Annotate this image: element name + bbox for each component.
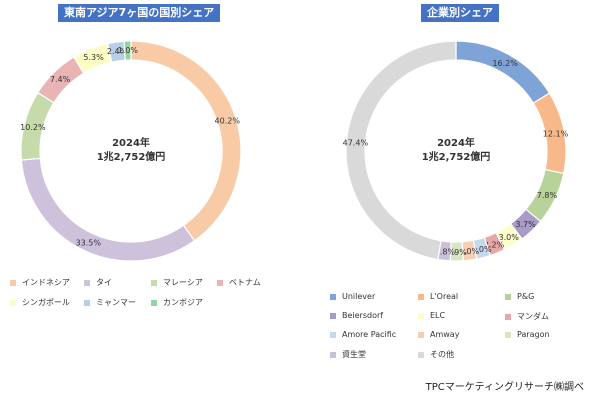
legend-swatch: [418, 351, 424, 358]
legend-swatch: [330, 312, 336, 319]
legend-item-1-item: 資生堂: [330, 349, 366, 360]
legend-label: Amway: [430, 330, 460, 339]
legend-swatch: [330, 351, 336, 358]
slice-label-1-8: 1.9%: [446, 248, 467, 257]
slice-label-0-4: 5.3%: [83, 53, 104, 62]
slice-label-1-4: 3.0%: [499, 233, 520, 242]
legend-swatch: [418, 331, 424, 338]
legend-item-0-item: シンガポール: [10, 297, 70, 308]
legend-item-0-item: タイ: [84, 277, 112, 288]
legend-swatch: [151, 279, 157, 286]
legend-item-0-item: インドネシア: [10, 277, 70, 288]
slice-label-0-3: 7.4%: [50, 75, 71, 84]
legend-item-1-paragon: Paragon: [505, 330, 550, 339]
legend-item-1-item: マンダム: [505, 311, 549, 322]
donut-chart-country: 40.2% 33.5% 10.2% 7.4% 5.3%2.4%1.0% 2024年1兆2,…: [20, 40, 242, 262]
legend-item-1-amore-pacific: Amore Pacific: [330, 330, 396, 339]
legend-label: シンガポール: [22, 298, 70, 307]
legend-swatch: [151, 299, 157, 306]
legend-label: マレーシア: [163, 278, 203, 287]
slice-label-0-1: 33.5%: [76, 239, 102, 248]
legend-swatch: [10, 279, 16, 286]
slice-label-1-2: 7.8%: [537, 191, 558, 200]
legend-swatch: [505, 331, 511, 338]
center-text-1-0: 2024年: [437, 136, 475, 149]
slice-label-1-9: 1.8%: [435, 247, 456, 256]
legend-item-1-unilever: Unilever: [330, 292, 375, 301]
legend-item-0-item: マレーシア: [151, 277, 203, 288]
legend-label: ベトナム: [229, 278, 261, 287]
legend-label: マンダム: [517, 312, 549, 321]
slice-label-0-0: 40.2%: [215, 116, 241, 125]
legend-swatch: [505, 293, 511, 300]
legend-swatch: [330, 293, 336, 300]
slice-1-10: [345, 40, 457, 261]
legend-label: 資生堂: [342, 350, 366, 359]
slice-label-0-2: 10.2%: [20, 123, 46, 132]
legend-swatch: [10, 299, 16, 306]
center-text-0-1: 1兆2,752億円: [97, 150, 166, 163]
legend-label: Amore Pacific: [342, 330, 397, 339]
slice-label-1-10: 47.4%: [343, 139, 369, 148]
legend-label: その他: [430, 350, 454, 359]
legend-label: インドネシア: [22, 278, 70, 287]
legend-label: Beiersdorf: [342, 311, 384, 320]
slice-label-1-1: 12.1%: [543, 129, 569, 138]
center-text-1-1: 1兆2,752億円: [422, 150, 491, 163]
slice-label-1-3: 3.7%: [515, 220, 536, 229]
legend-item-1-p-g: P&G: [505, 292, 534, 301]
slice-label-1-7: 2.0%: [459, 247, 480, 256]
legend-swatch: [418, 312, 424, 319]
donut-chart-company: 16.2%12.1%7.8%3.7%3.0%2.2%2.0%2.0%1.9%1.…: [343, 40, 569, 262]
slice-label-1-0: 16.2%: [492, 59, 518, 68]
legend-label: ELC: [430, 311, 446, 320]
legend-label: L'Oreal: [430, 292, 459, 301]
center-text-0-0: 2024年: [112, 136, 150, 149]
legend-label: カンボジア: [163, 298, 203, 307]
legend-label: P&G: [517, 292, 535, 301]
legend-item-1-elc: ELC: [418, 311, 445, 320]
legend-swatch: [217, 279, 223, 286]
legend-label: Unilever: [342, 292, 376, 301]
legend-item-1-amway: Amway: [418, 330, 459, 339]
slice-0-6: [123, 40, 132, 61]
chart-title-country: 東南アジア7ヶ国の国別シェア: [58, 4, 221, 22]
slice-label-1-6: 2.0%: [471, 245, 492, 254]
slice-label-0-6: 1.0%: [118, 46, 139, 55]
legend-item-1-item: その他: [418, 349, 454, 360]
legend-label: タイ: [96, 278, 112, 287]
legend-item-0-item: ミャンマー: [84, 297, 136, 308]
legend-item-1-l-oreal: L'Oreal: [418, 292, 458, 301]
legend-item-0-item: カンボジア: [151, 297, 203, 308]
legend-label: Paragon: [517, 330, 550, 339]
legend-item-1-beiersdorf: Beiersdorf: [330, 311, 383, 320]
legend-swatch: [330, 331, 336, 338]
legend-swatch: [84, 299, 90, 306]
slice-label-1-5: 2.2%: [484, 241, 505, 250]
legend-item-0-item: ベトナム: [217, 277, 261, 288]
legend-swatch: [84, 279, 90, 286]
legend-label: ミャンマー: [96, 298, 136, 307]
legend-swatch: [505, 313, 511, 320]
legend-swatch: [418, 293, 424, 300]
slice-1-0: [455, 40, 551, 104]
chart-title-company: 企業別シェア: [421, 4, 499, 22]
source-note: TPCマーケティングリサーチ㈱調べ: [425, 382, 584, 393]
slice-label-0-5: 2.4%: [107, 47, 128, 56]
